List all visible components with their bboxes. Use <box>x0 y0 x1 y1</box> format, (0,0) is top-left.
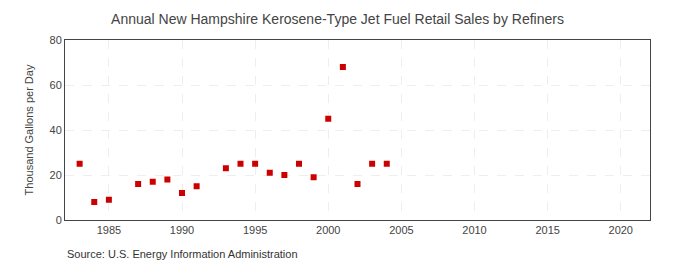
svg-text:1995: 1995 <box>243 224 267 236</box>
svg-text:20: 20 <box>50 169 62 181</box>
svg-text:1990: 1990 <box>170 224 194 236</box>
svg-text:Thousand Gallons per Day: Thousand Gallons per Day <box>23 64 35 195</box>
svg-text:40: 40 <box>50 124 62 136</box>
svg-text:80: 80 <box>50 34 62 46</box>
svg-text:2020: 2020 <box>609 224 633 236</box>
svg-text:60: 60 <box>50 79 62 91</box>
svg-text:2005: 2005 <box>389 224 413 236</box>
svg-text:1985: 1985 <box>97 224 121 236</box>
svg-text:2010: 2010 <box>462 224 486 236</box>
svg-text:Annual New Hampshire Kerosene-: Annual New Hampshire Kerosene-Type Jet F… <box>111 11 564 27</box>
svg-text:2015: 2015 <box>535 224 559 236</box>
svg-text:0: 0 <box>56 214 62 226</box>
svg-text:2000: 2000 <box>316 224 340 236</box>
svg-text:Source: U.S. Energy Informatio: Source: U.S. Energy Information Administ… <box>67 248 298 260</box>
